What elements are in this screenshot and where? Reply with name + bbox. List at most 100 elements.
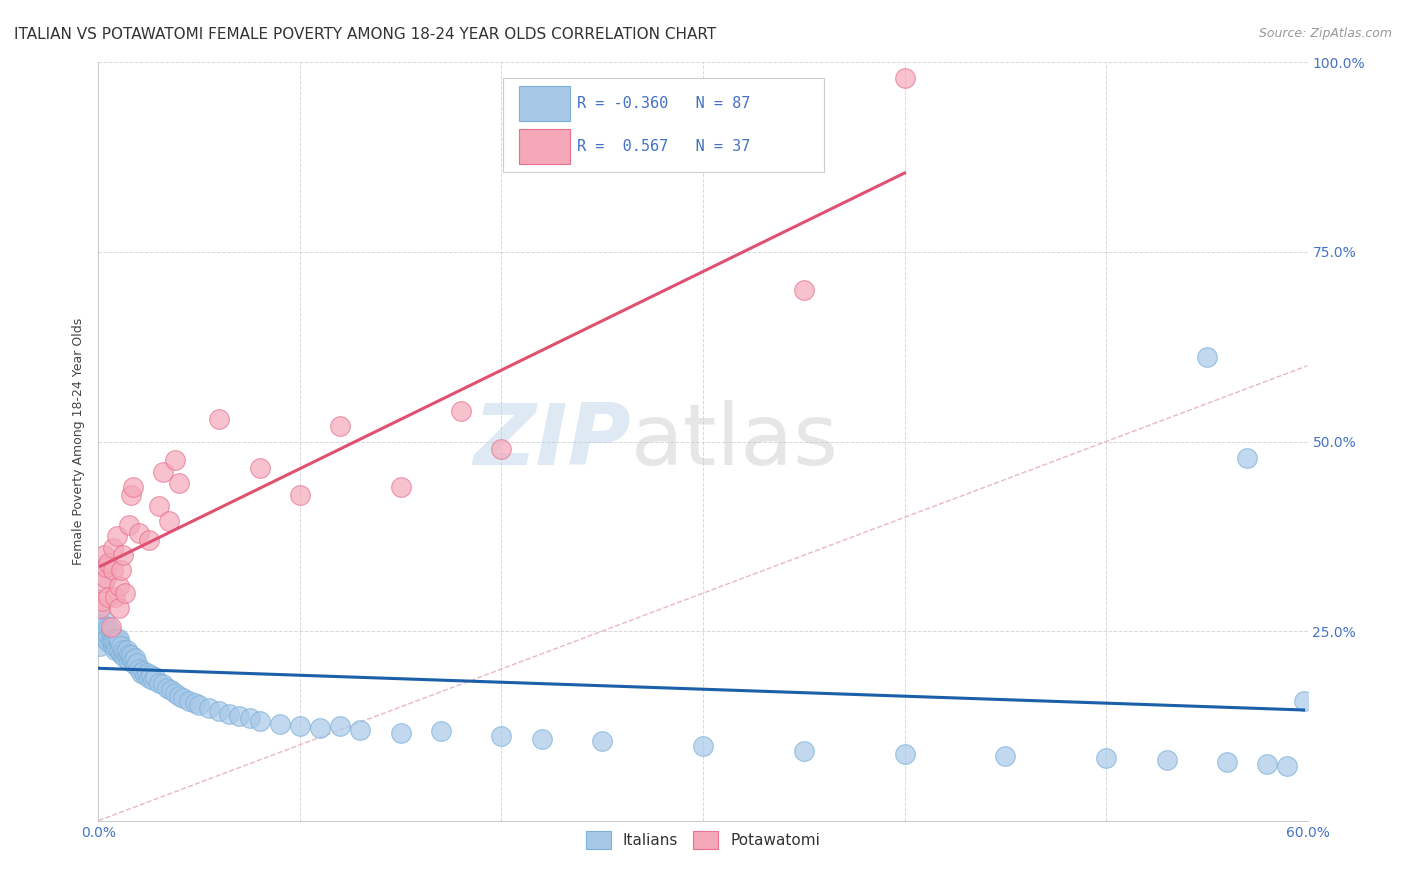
Point (110, 639, 132, 653)
Point (139, 668, 162, 682)
Point (269, 716, 291, 731)
Point (111, 643, 134, 657)
Point (91, 594, 114, 608)
Point (249, 461, 271, 475)
Point (100, 635, 122, 649)
Point (163, 686, 186, 700)
Point (1277, 759, 1299, 773)
Point (121, 480, 143, 494)
Point (93, 548, 115, 563)
Point (132, 664, 155, 678)
Point (491, 442, 513, 457)
Point (97, 635, 120, 649)
Point (118, 655, 141, 669)
FancyBboxPatch shape (519, 86, 569, 120)
Point (1292, 694, 1315, 708)
Point (450, 404, 472, 418)
Point (142, 673, 165, 688)
Point (103, 643, 125, 657)
Point (157, 514, 180, 528)
Point (115, 648, 138, 663)
Point (288, 487, 311, 501)
Point (120, 487, 142, 501)
Point (692, 739, 714, 754)
Point (107, 632, 129, 646)
Point (111, 548, 134, 563)
Point (115, 643, 138, 657)
Point (1095, 751, 1118, 765)
Point (124, 650, 146, 665)
Point (107, 579, 129, 593)
Point (1156, 753, 1178, 767)
Point (100, 624, 122, 639)
Point (96, 624, 118, 639)
Point (156, 681, 179, 695)
Point (124, 658, 146, 673)
Point (91, 616, 114, 631)
Point (96, 632, 118, 646)
Point (160, 683, 183, 698)
Point (105, 529, 128, 543)
Point (118, 647, 141, 661)
Point (309, 721, 332, 735)
Point (93, 574, 115, 589)
Point (184, 696, 207, 710)
Point (152, 465, 174, 479)
Point (138, 533, 160, 548)
Text: R = -0.360   N = 87: R = -0.360 N = 87 (578, 95, 751, 111)
Point (208, 704, 231, 718)
Point (793, 283, 815, 297)
Text: atlas: atlas (630, 400, 838, 483)
Point (114, 650, 136, 665)
Point (105, 640, 128, 655)
Point (591, 734, 613, 748)
Point (179, 694, 201, 708)
Point (1236, 451, 1258, 466)
Point (163, 453, 186, 467)
Point (430, 724, 453, 739)
Point (389, 726, 412, 740)
Point (89, 601, 111, 615)
Point (111, 648, 134, 663)
Point (218, 707, 240, 722)
Point (329, 419, 352, 434)
Point (491, 729, 513, 743)
Point (93, 620, 115, 634)
Point (288, 719, 311, 733)
Point (198, 701, 221, 715)
Point (118, 517, 141, 532)
Point (97, 620, 120, 634)
Point (100, 620, 122, 634)
Point (89, 639, 111, 653)
Point (167, 476, 190, 491)
Point (1256, 756, 1278, 771)
Point (101, 564, 124, 578)
Point (114, 645, 136, 659)
Point (101, 635, 124, 649)
Point (1195, 350, 1218, 364)
Point (100, 632, 122, 646)
Point (135, 665, 157, 680)
Text: ZIP: ZIP (472, 400, 630, 483)
Point (188, 698, 211, 713)
Point (129, 665, 152, 680)
Text: ITALIAN VS POTAWATOMI FEMALE POVERTY AMONG 18-24 YEAR OLDS CORRELATION CHART: ITALIAN VS POTAWATOMI FEMALE POVERTY AMO… (14, 27, 716, 42)
Point (97, 556, 120, 570)
Point (105, 632, 128, 646)
Point (101, 639, 124, 653)
Point (97, 590, 120, 604)
Point (128, 662, 150, 676)
Point (93, 613, 115, 627)
Legend: Italians, Potawatomi: Italians, Potawatomi (579, 825, 827, 855)
Point (389, 480, 412, 494)
Point (893, 70, 915, 85)
Point (167, 689, 190, 703)
Point (110, 647, 132, 661)
Point (107, 643, 129, 657)
Point (793, 744, 815, 758)
Point (96, 559, 118, 574)
Point (239, 711, 262, 725)
Point (101, 632, 124, 646)
Point (128, 525, 150, 540)
Point (249, 714, 271, 728)
